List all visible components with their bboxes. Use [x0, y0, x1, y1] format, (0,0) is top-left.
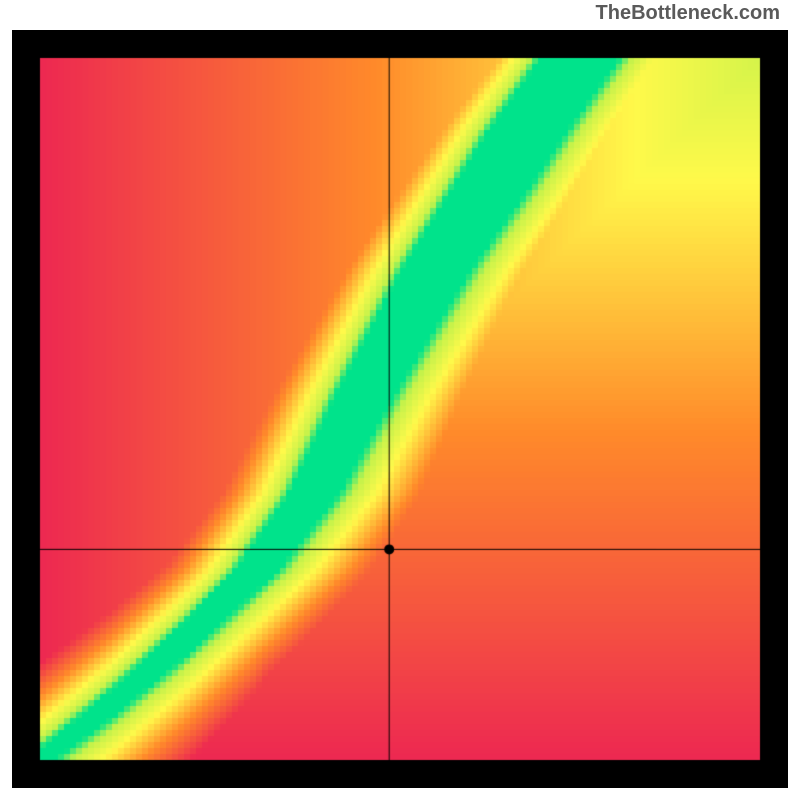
plot-background — [12, 30, 788, 788]
watermark-text: TheBottleneck.com — [596, 2, 780, 25]
heatmap-canvas — [12, 30, 788, 788]
chart-container: TheBottleneck.com — [0, 0, 800, 800]
